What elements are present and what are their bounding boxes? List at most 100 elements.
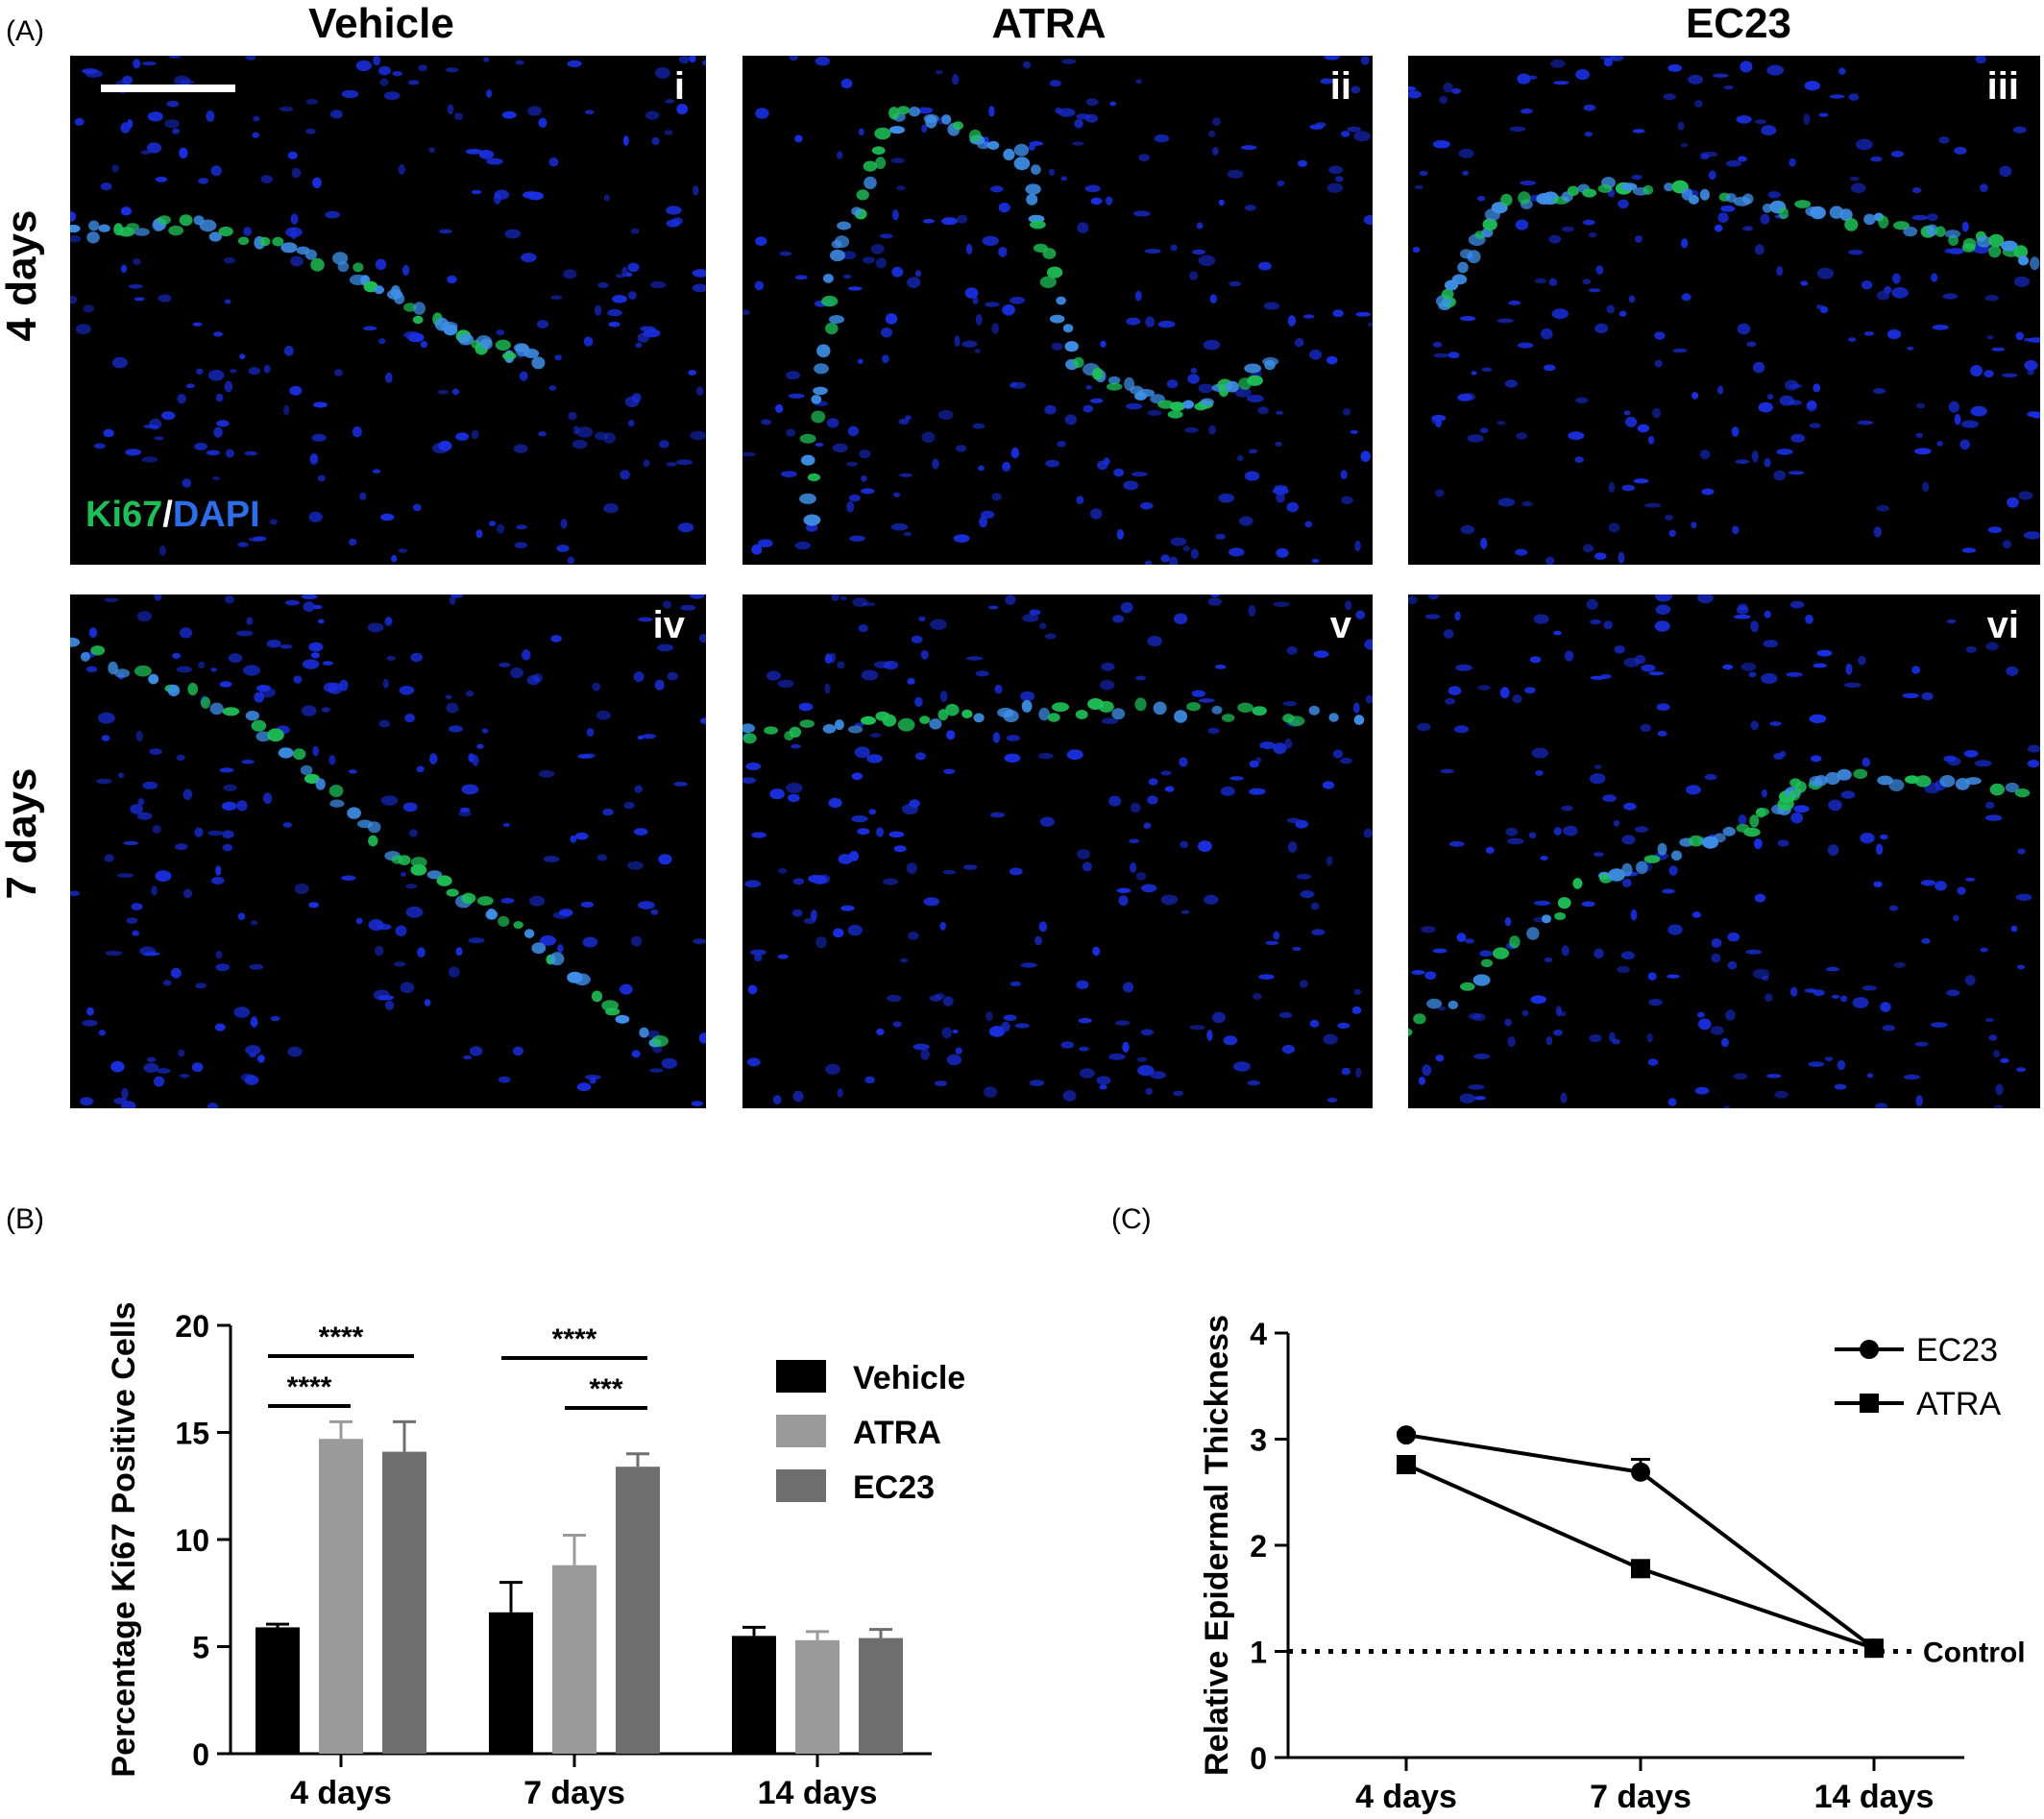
dapi-nucleus: [1286, 501, 1299, 513]
dapi-nucleus: [890, 158, 905, 164]
dapi-nucleus: [1761, 788, 1767, 798]
dapi-nucleus: [691, 1101, 703, 1106]
dapi-nucleus: [221, 801, 237, 811]
dapi-nucleus: [263, 364, 271, 374]
dapi-nucleus: [868, 809, 877, 815]
dapi-nucleus: [209, 702, 224, 715]
ki67-positive-cell: [821, 295, 839, 307]
ki67-positive-cell: [1092, 367, 1104, 380]
dapi-nucleus: [207, 370, 225, 381]
dapi-nucleus: [228, 653, 243, 664]
dapi-nucleus: [1790, 812, 1804, 824]
dapi-nucleus: [1485, 846, 1495, 854]
data-point-atra: [1397, 1455, 1416, 1475]
dapi-nucleus: [1414, 184, 1424, 189]
dapi-nucleus: [1276, 492, 1285, 503]
dapi-nucleus: [1804, 988, 1817, 993]
dapi-nucleus: [1529, 656, 1542, 664]
dapi-nucleus: [1367, 323, 1373, 327]
dapi-nucleus: [213, 426, 223, 438]
dapi-nucleus: [309, 454, 319, 466]
dapi-nucleus: [1999, 165, 2012, 178]
dapi-nucleus: [1003, 710, 1019, 723]
dapi-nucleus: [1247, 1079, 1260, 1086]
dapi-nucleus: [992, 732, 1001, 743]
row-header-7-days: 7 days: [0, 767, 45, 900]
panel-label-a: (A): [6, 15, 44, 47]
dapi-nucleus: [1834, 1083, 1847, 1090]
ki67-positive-cell: [1989, 783, 2005, 796]
dapi-nucleus: [1353, 988, 1362, 996]
dapi-nucleus: [620, 470, 630, 480]
dapi-nucleus: [880, 233, 893, 239]
dapi-nucleus: [806, 523, 818, 532]
dapi-nucleus: [554, 354, 562, 361]
dapi-nucleus: [695, 386, 704, 396]
dapi-nucleus: [1509, 126, 1526, 133]
dapi-nucleus: [208, 231, 222, 242]
dapi-nucleus: [152, 824, 161, 834]
dapi-nucleus: [395, 925, 407, 936]
ki67-positive-cell: [961, 709, 973, 718]
dapi-nucleus: [303, 601, 315, 613]
ki67-positive-cell: [179, 214, 193, 227]
dapi-nucleus: [1970, 365, 1983, 376]
dapi-nucleus: [1472, 974, 1491, 986]
dapi-nucleus: [1647, 972, 1657, 981]
dapi-nucleus: [1668, 529, 1676, 538]
dapi-nucleus: [284, 599, 300, 606]
dapi-nucleus: [531, 356, 546, 370]
dapi-nucleus: [680, 604, 696, 611]
dapi-nucleus: [689, 56, 696, 63]
dapi-nucleus: [1355, 610, 1366, 619]
dapi-nucleus: [815, 56, 831, 66]
ki67-positive-cell: [1052, 702, 1069, 713]
dapi-nucleus: [1022, 614, 1039, 622]
dapi-nucleus: [1010, 452, 1020, 457]
ki67-positive-cell: [1756, 808, 1769, 816]
ki67-positive-cell: [200, 696, 211, 709]
dapi-nucleus: [471, 429, 479, 440]
dapi-nucleus: [538, 431, 547, 437]
dapi-nucleus: [1005, 594, 1016, 605]
dapi-nucleus: [1889, 905, 1898, 911]
dapi-nucleus: [465, 691, 474, 697]
dapi-nucleus: [892, 1021, 902, 1028]
dapi-nucleus: [305, 98, 318, 105]
ki67-positive-cell: [1582, 188, 1597, 198]
dapi-nucleus: [426, 870, 443, 880]
dapi-nucleus: [1769, 721, 1782, 726]
dapi-nucleus: [1001, 462, 1011, 473]
dapi-nucleus: [283, 404, 290, 416]
dapi-nucleus: [665, 99, 675, 104]
dapi-nucleus: [1711, 953, 1721, 963]
image-label: vi: [1986, 604, 2019, 646]
dapi-nucleus: [580, 901, 595, 908]
dapi-nucleus: [1857, 420, 1874, 425]
dapi-nucleus: [1815, 304, 1824, 310]
micrograph-image: [1408, 594, 2040, 1108]
ki67-positive-cell: [789, 726, 802, 738]
dapi-nucleus: [664, 130, 673, 135]
dapi-nucleus: [1754, 893, 1766, 903]
dapi-nucleus: [317, 618, 325, 624]
dapi-nucleus: [85, 666, 98, 673]
dapi-nucleus: [1467, 250, 1481, 264]
dapi-nucleus: [137, 798, 145, 806]
dapi-nucleus: [678, 56, 690, 64]
dapi-nucleus: [447, 275, 457, 284]
ki67-positive-cell: [168, 225, 183, 236]
dapi-nucleus: [516, 524, 527, 530]
dapi-nucleus: [907, 277, 921, 288]
dapi-nucleus: [1991, 347, 2006, 352]
dapi-nucleus: [1210, 594, 1220, 597]
dapi-nucleus: [206, 110, 215, 122]
dapi-nucleus: [1247, 394, 1264, 403]
dapi-nucleus: [939, 691, 948, 702]
ki67-positive-cell: [1030, 220, 1046, 230]
dapi-nucleus: [851, 772, 864, 781]
dapi-nucleus: [1734, 614, 1751, 619]
dapi-nucleus: [1133, 210, 1151, 217]
dapi-nucleus: [140, 150, 151, 155]
dapi-nucleus: [1144, 249, 1161, 254]
